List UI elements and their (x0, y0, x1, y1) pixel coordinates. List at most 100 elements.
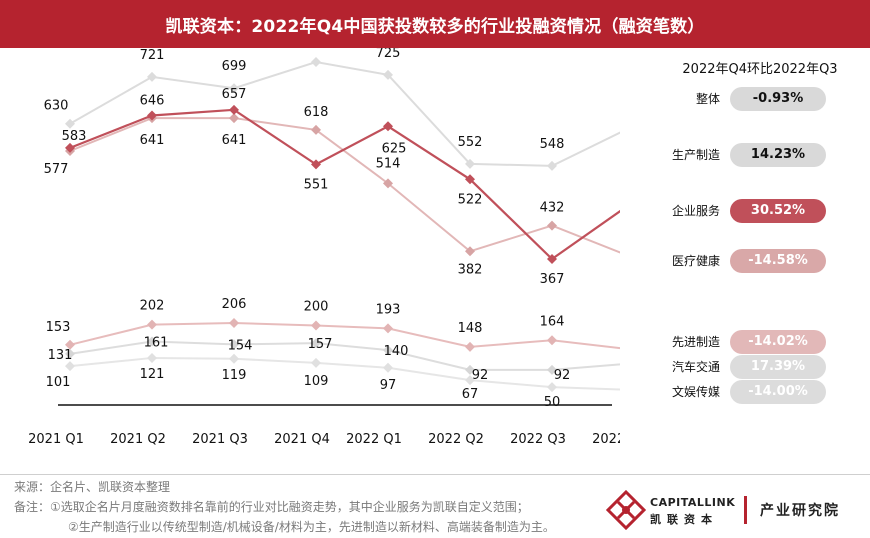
upper-series-0-marker (147, 71, 157, 82)
capitallink-mark-icon (606, 490, 646, 530)
upper-series-0-marker (465, 158, 475, 169)
upper-series-0-data-label: 699 (222, 59, 247, 74)
lower-panel-lines: 1532022062001931481641411311611541571409… (46, 297, 620, 410)
upper-series-1-data-label: 641 (140, 133, 165, 148)
logo-divider (744, 496, 747, 524)
title-bar: 凯联资本：2022年Q4中国获投数较多的行业投融资情况（融资笔数） (0, 0, 870, 48)
capitallink-logo: CAPITALLINK 凯联资本 产业研究院 (604, 488, 864, 532)
upper-series-0-data-label: 725 (376, 48, 401, 61)
lower-series-2-data-label: 97 (380, 378, 397, 393)
upper-series-0-data-label: 552 (458, 135, 483, 150)
footer-note-2: ②生产制造行业以传统型制造/机械设备/材料为主，先进制造以新材料、高端装备制造为… (68, 520, 555, 534)
logo-chinese: 凯联资本 (650, 513, 718, 526)
comparison-pill: -14.02% (730, 330, 826, 354)
upper-series-2-marker (465, 174, 475, 185)
comparison-row-overall: 整体 -0.93% (610, 84, 860, 114)
x-tick-label: 2021 Q1 (28, 432, 84, 447)
lower-series-0-marker (547, 335, 557, 346)
lower-series-0-marker (65, 339, 75, 350)
lower-series-2-marker (465, 375, 475, 386)
upper-series-1-data-label: 382 (458, 262, 483, 277)
footer-note-1: 备注：①选取企名片月度融资数排名靠前的行业对比融资走势，其中企业服务为凯联自定义… (14, 500, 529, 514)
upper-series-line-1 (69, 117, 620, 254)
comparison-row-enterprise-services: 企业服务 30.52% (610, 196, 860, 226)
lower-series-2-marker (383, 362, 393, 373)
lower-series-line-1 (69, 340, 620, 371)
upper-series-0-marker (547, 160, 557, 171)
upper-series-0-marker (229, 83, 239, 94)
x-tick-label: 2021 Q2 (110, 432, 166, 447)
logo-institute: 产业研究院 (760, 503, 840, 519)
lower-series-0-data-label: 206 (222, 297, 247, 312)
upper-series-0-data-label: 548 (540, 137, 565, 152)
comparison-pill: 30.52% (730, 199, 826, 223)
comparison-row-media-entertainment: 文娱传媒 -14.00% (610, 377, 860, 407)
footer-source: 来源：企名片、凯联资本整理 (14, 480, 171, 494)
lower-series-1-marker (65, 348, 75, 359)
lower-series-2-marker (547, 382, 557, 393)
upper-series-1-marker (465, 246, 475, 257)
upper-series-2-marker (547, 254, 557, 264)
x-tick-label: 2021 Q4 (274, 432, 330, 447)
lower-series-1-data-label: 92 (472, 368, 489, 383)
lower-series-0-marker (383, 323, 393, 334)
comparison-row-auto-transport: 汽车交通 17.39% (610, 352, 860, 382)
lower-series-line-2 (69, 356, 620, 391)
x-tick-label: 2021 Q3 (192, 432, 248, 447)
lower-series-1-data-label: 92 (554, 368, 571, 383)
comparison-label: 企业服务 (671, 204, 720, 218)
x-tick-label: 2022 Q4 (592, 432, 620, 447)
comparison-row-advanced-manufacturing: 先进制造 -14.02% (610, 327, 860, 357)
upper-series-2-marker (147, 110, 157, 121)
upper-series-2-marker (383, 121, 393, 132)
upper-series-1-data-label: 577 (44, 162, 69, 177)
upper-series-1-data-label: 618 (304, 105, 329, 120)
upper-series-line-0 (69, 60, 620, 167)
lower-series-2-marker (65, 361, 75, 372)
comparison-pill: -14.00% (730, 380, 826, 404)
lower-series-1-marker (311, 338, 321, 349)
lower-series-0-marker (229, 318, 239, 328)
upper-series-0-marker (65, 118, 75, 129)
lower-series-0-data-label: 148 (458, 321, 483, 336)
upper-series-2-data-label: 367 (540, 272, 565, 287)
upper-series-2-marker (229, 104, 239, 115)
lower-series-0-marker (311, 320, 321, 331)
upper-series-1-data-label: 432 (540, 201, 565, 216)
upper-series-2-marker (65, 142, 75, 153)
upper-series-2-data-label: 522 (458, 192, 483, 207)
x-tick-labels: 2021 Q1 2021 Q2 2021 Q3 2021 Q4 2022 Q1 2022 … (28, 432, 620, 447)
lower-series-2-marker (311, 357, 321, 368)
page-title: 凯联资本：2022年Q4中国获投数较多的行业投融资情况（融资笔数） (165, 16, 705, 37)
lower-series-1-marker (383, 345, 393, 356)
lower-series-1-data-label: 140 (384, 344, 409, 359)
lower-series-1-data-label: 161 (144, 335, 169, 350)
lower-series-1-data-label: 131 (48, 348, 73, 363)
upper-series-1-marker (229, 113, 239, 124)
upper-series-0-marker (311, 57, 321, 67)
lower-series-2-marker (147, 352, 157, 363)
lower-series-0-data-label: 153 (46, 320, 71, 335)
lower-series-1-data-label: 157 (308, 337, 333, 352)
comparison-label: 医疗健康 (671, 254, 720, 268)
lower-series-1-marker (147, 336, 157, 347)
lower-series-0-data-label: 164 (540, 314, 565, 329)
upper-series-1-data-label: 641 (222, 133, 247, 148)
lower-series-2-data-label: 109 (304, 374, 329, 389)
lower-series-2-data-label: 67 (462, 387, 479, 402)
line-chart: 6307216997507255525486265776416416185143… (28, 48, 620, 447)
upper-series-1-marker (383, 178, 393, 189)
upper-series-0-data-label: 630 (44, 99, 69, 114)
comparison-row-manufacturing: 生产制造 14.23% (610, 140, 860, 170)
comparison-pill: 14.23% (730, 143, 826, 167)
lower-series-1-marker (229, 339, 239, 350)
comparison-pill: 17.39% (730, 355, 826, 379)
lower-series-0-data-label: 202 (140, 299, 165, 314)
comparison-header: 2022年Q4环比2022年Q3 (682, 62, 838, 77)
lower-series-1-marker (547, 364, 557, 375)
lower-series-1-marker (465, 364, 475, 375)
upper-series-1-marker (547, 220, 557, 231)
comparison-label: 整体 (695, 92, 720, 106)
lower-series-2-data-label: 101 (46, 375, 71, 390)
